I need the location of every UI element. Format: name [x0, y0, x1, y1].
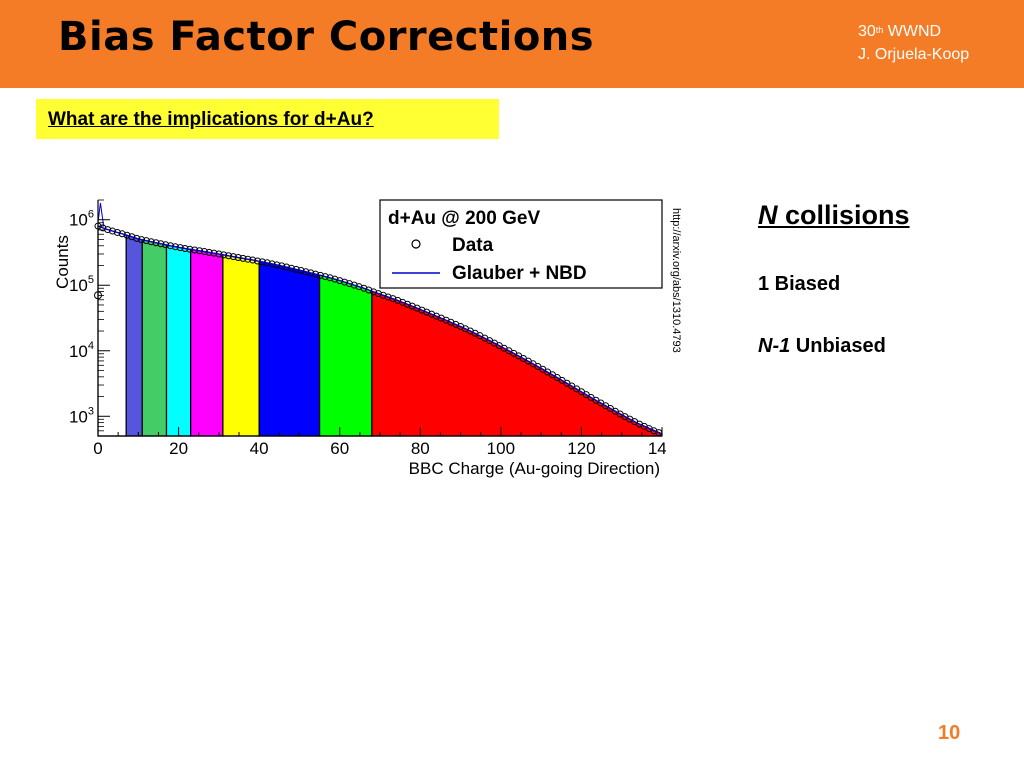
data-point [162, 241, 170, 249]
data-point [118, 230, 126, 238]
conference-name: WWND [887, 23, 942, 40]
centrality-bin-6 [222, 253, 260, 437]
data-point [394, 296, 402, 304]
data-point [302, 268, 310, 276]
legend-data-marker [411, 239, 421, 249]
question-box: What are the implications for d+Au? [36, 99, 499, 139]
question-text: What are the implications for d+Au? [48, 109, 374, 130]
fit-line [99, 226, 663, 435]
x-axis-label: BBC Charge (Au-going Direction) [409, 459, 660, 478]
slide-title: Bias Factor Corrections [58, 14, 595, 60]
heading-rest: collisions [777, 200, 910, 230]
source-url-text: http://arxiv.org/abs/1310.4793 [670, 208, 682, 353]
slide-header: Bias Factor Corrections 30th WWND J. Orj… [0, 0, 1024, 88]
data-point [138, 236, 146, 244]
legend-entry-fit: Glauber + NBD [452, 263, 587, 284]
x-tick-label: 40 [250, 439, 269, 458]
data-point [312, 270, 320, 278]
side-notes: N collisions 1 Biased N-1 Unbiased [758, 200, 910, 357]
conference-info: 30th WWND J. Orjuela-Koop [858, 20, 969, 66]
biased-line: 1 Biased [758, 273, 841, 295]
data-point [345, 280, 353, 288]
centrality-bin-5 [190, 248, 224, 437]
y-tick-label: 106 [69, 209, 94, 230]
x-tick-label: 100 [487, 439, 515, 458]
author-name: J. Orjuela-Koop [858, 46, 970, 63]
data-point [360, 284, 368, 292]
data-point [341, 278, 349, 286]
unbiased-line: N-1 Unbiased [758, 335, 886, 358]
data-point [292, 265, 300, 273]
data-point [99, 224, 107, 232]
conference-suffix: th [875, 25, 884, 35]
data-point [278, 262, 286, 270]
data-point [133, 234, 141, 242]
y-tick-label: 104 [69, 340, 94, 361]
data-point [403, 300, 411, 308]
data-point [287, 264, 295, 272]
collisions-heading: N collisions [758, 200, 910, 231]
data-point [307, 269, 315, 277]
y-axis-label: Counts [53, 235, 72, 289]
data-point [104, 226, 112, 234]
data-point [370, 288, 378, 296]
data-point [374, 290, 382, 298]
fit-spike [97, 202, 105, 227]
centrality-bin-3 [141, 239, 168, 437]
conference-number: 30 [858, 23, 876, 40]
data-point [379, 291, 387, 299]
data-point [350, 281, 358, 289]
data-point [142, 237, 150, 245]
data-point [268, 260, 276, 268]
centrality-bin-8 [319, 274, 373, 437]
centrality-bin-7 [258, 260, 321, 437]
x-tick-label: 120 [567, 439, 595, 458]
data-point [365, 286, 373, 294]
x-tick-label: 0 [93, 439, 102, 458]
y-tick-label: 103 [69, 405, 94, 426]
bbc-charge-chart: 0 20 40 60 80 100 120 140 103 104 105 106 BBC Charge… [53, 199, 666, 478]
data-point [283, 263, 291, 271]
data-point [384, 293, 392, 301]
x-tick-label: 60 [330, 439, 349, 458]
x-tick-label: 140 [648, 439, 666, 458]
data-point [128, 233, 136, 241]
conference-line: 30th WWND [858, 20, 969, 43]
data-point [650, 427, 658, 435]
data-point [326, 274, 334, 282]
data-point [331, 275, 339, 283]
centrality-bin-4 [165, 244, 192, 437]
page-number: 10 [938, 722, 961, 744]
unbiased-rest: Unbiased [790, 335, 886, 357]
centrality-bin-2 [125, 234, 143, 437]
legend-entry-data: Data [452, 235, 494, 256]
unbiased-n: N-1 [758, 335, 791, 357]
data-point [147, 238, 155, 246]
data-point [152, 239, 160, 247]
x-tick-label: 80 [411, 439, 430, 458]
data-point [321, 273, 329, 281]
heading-n: N [758, 200, 778, 230]
data-point [336, 277, 344, 285]
data-point [113, 228, 121, 236]
legend-title: d+Au @ 200 GeV [388, 208, 540, 229]
data-point [389, 295, 397, 303]
data-point [109, 227, 117, 235]
y-tick-label: 105 [69, 274, 94, 295]
data-point [297, 267, 305, 275]
data-point [399, 298, 407, 306]
data-point [123, 231, 131, 239]
data-point [273, 261, 281, 269]
data-point [316, 271, 324, 279]
source-url: http://arxiv.org/abs/1310.4793 [668, 208, 684, 378]
x-tick-label: 20 [169, 439, 188, 458]
data-point [355, 283, 363, 291]
